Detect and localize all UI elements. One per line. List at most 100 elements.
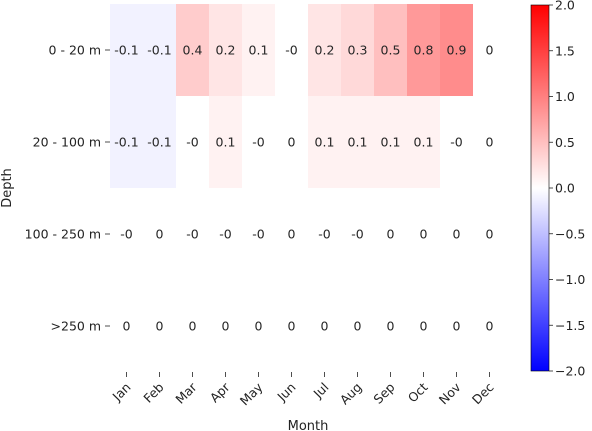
heatmap-cell [440, 280, 474, 373]
heatmap-cell [176, 4, 210, 97]
cell-value-label: 0.3 [348, 43, 368, 58]
colorbar-tick-label: 2.0 [555, 0, 575, 13]
heatmap-cell [308, 188, 342, 281]
cell-value-label: 0 [123, 319, 131, 334]
cell-value-label: 0 [420, 227, 428, 242]
heatmap-cell [110, 188, 144, 281]
cell-value-label: 0 [222, 319, 230, 334]
colorbar [530, 4, 550, 372]
heatmap-cell [407, 280, 441, 373]
cell-value-label: 0 [156, 319, 164, 334]
heatmap-cell [374, 4, 408, 97]
y-tick-label: 0 - 20 m [49, 43, 101, 58]
heatmap-cell [143, 280, 177, 373]
cell-value-label: 0 [420, 319, 428, 334]
heatmap-cell [110, 96, 144, 189]
cell-value-label: 0.2 [315, 43, 335, 58]
cell-value-label: -0 [120, 227, 133, 242]
heatmap-cell [176, 188, 210, 281]
x-tick-label: Mar [172, 379, 200, 407]
cell-value-label: 0.1 [348, 135, 368, 150]
cell-value-label: 0 [255, 319, 263, 334]
heatmap-cell [110, 280, 144, 373]
heatmap-cell [440, 188, 474, 281]
heatmap-cell [209, 188, 243, 281]
x-tick-label: May [237, 379, 266, 408]
heatmap-cell [407, 96, 441, 189]
heatmap-cell [209, 96, 243, 189]
cell-value-label: 0.9 [447, 43, 467, 58]
cell-value-label: 0.2 [216, 43, 236, 58]
heatmap-cell [473, 280, 507, 373]
cell-value-label: 0 [486, 319, 494, 334]
colorbar-tick-label: 0.0 [555, 181, 575, 196]
cell-value-label: -0 [285, 43, 298, 58]
heatmap-cell [407, 4, 441, 97]
heatmap-cell [374, 280, 408, 373]
heatmap-cell [407, 188, 441, 281]
cell-value-label: -0.1 [147, 135, 171, 150]
cell-value-label: -0.1 [147, 43, 171, 58]
cell-value-label: -0 [219, 227, 232, 242]
cell-value-label: -0.1 [114, 135, 138, 150]
cell-value-label: -0.1 [114, 43, 138, 58]
heatmap-cell [341, 96, 375, 189]
cell-value-label: -0 [450, 135, 463, 150]
cell-value-label: 0 [321, 319, 329, 334]
cell-value-label: 0 [453, 227, 461, 242]
heatmap-cell [341, 4, 375, 97]
y-axis-ticks: 0 - 20 m 20 - 100 m 100 - 250 m >250 m [25, 43, 110, 334]
x-axis-title: Month [288, 419, 329, 431]
colorbar-ticks: 2.0 1.5 1.0 0.5 0.0 −0.5 −1.0 −1.5 −2.0 [549, 0, 585, 379]
heatmap-cell [110, 4, 144, 97]
y-tick-label: >250 m [51, 319, 101, 334]
colorbar-tick-label: 1.5 [555, 43, 575, 58]
cell-value-label: -0 [252, 227, 265, 242]
cell-value-label: -0 [186, 135, 199, 150]
heatmap-cell [275, 280, 309, 373]
cell-value-label: 0 [288, 227, 296, 242]
cell-value-label: 0.5 [381, 43, 401, 58]
x-tick-label: Feb [140, 379, 166, 405]
cell-value-label: 0 [288, 319, 296, 334]
colorbar-tick-label: −1.5 [555, 318, 585, 333]
cell-value-label: -0 [351, 227, 364, 242]
colorbar-tick-label: −2.0 [555, 364, 585, 379]
heatmap-cells [110, 4, 507, 373]
cell-value-label: -0 [252, 135, 265, 150]
heatmap-cell [473, 188, 507, 281]
y-tick-label: 20 - 100 m [33, 135, 101, 150]
heatmap-cell [143, 188, 177, 281]
colorbar-tick-label: −0.5 [555, 226, 585, 241]
heatmap-cell [275, 188, 309, 281]
y-tick-label: 100 - 250 m [25, 227, 101, 242]
x-tick-label: Jul [310, 380, 332, 402]
x-tick-label: Aug [337, 380, 365, 408]
colorbar-tick-label: −1.0 [555, 272, 585, 287]
heatmap-cell [473, 96, 507, 189]
heatmap-cell [341, 188, 375, 281]
heatmap-cell [473, 4, 507, 97]
x-tick-label: Oct [405, 379, 431, 405]
y-axis-title: Depth [0, 168, 15, 208]
cell-value-label: 0.1 [381, 135, 401, 150]
cell-value-label: 0 [354, 319, 362, 334]
cell-value-label: -0 [318, 227, 331, 242]
x-axis-ticks: Jan Feb Mar Apr May Jun Jul Aug Sep Oct Nov Dec [109, 372, 497, 408]
heatmap-cell [176, 280, 210, 373]
heatmap-cell [440, 96, 474, 189]
cell-value-label: 0.1 [216, 135, 236, 150]
heatmap-cell [143, 4, 177, 97]
heatmap-cell [143, 96, 177, 189]
cell-value-label: 0.1 [249, 43, 269, 58]
heatmap-cell [242, 96, 276, 189]
heatmap-cell [242, 4, 276, 97]
cell-value-label: 0 [486, 227, 494, 242]
heatmap-cell [341, 280, 375, 373]
cell-value-label: 0 [288, 135, 296, 150]
cell-value-label: 0.1 [414, 135, 434, 150]
heatmap-cell [275, 4, 309, 97]
cell-value-label: 0 [387, 227, 395, 242]
heatmap-cell-labels: -0.1 -0.1 0.4 0.2 0.1 -0 0.2 0.3 0.5 0.8 0.9 0-0.1-… [114, 43, 493, 334]
